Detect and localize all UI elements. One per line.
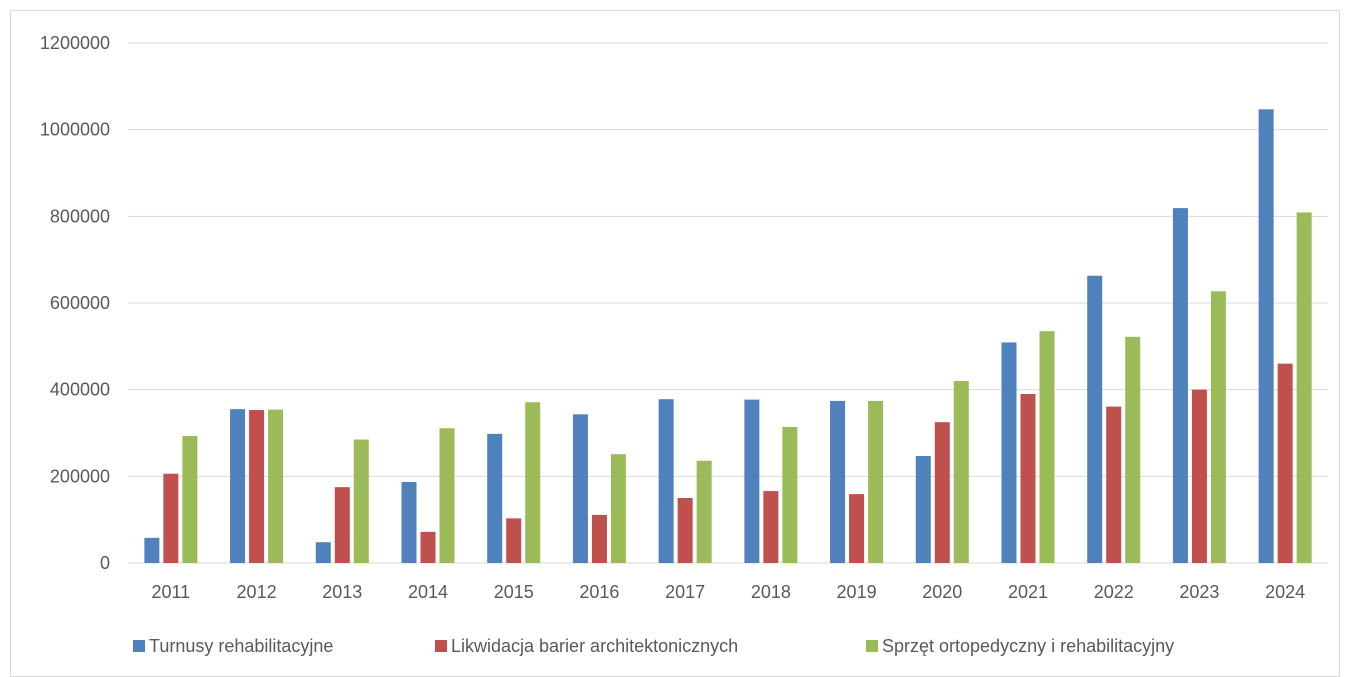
bar-2019-series-2	[849, 494, 865, 563]
bar-2021-series-1	[1001, 342, 1017, 563]
bar-2015-series-1	[487, 433, 503, 563]
legend-swatch-1	[133, 640, 145, 652]
x-tick-label: 2021	[1008, 582, 1048, 602]
legend-label-2: Likwidacja barier architektonicznych	[451, 636, 738, 656]
x-tick-label: 2014	[408, 582, 448, 602]
bar-2014-series-3	[439, 428, 455, 563]
bar-2017-series-3	[696, 460, 712, 563]
bar-2021-series-2	[1020, 394, 1036, 563]
bar-2020-series-1	[915, 455, 931, 563]
bar-2016-series-1	[572, 414, 588, 563]
bar-2020-series-2	[934, 422, 950, 563]
x-tick-label: 2012	[237, 582, 277, 602]
bar-2018-series-1	[744, 399, 760, 563]
y-tick-label: 400000	[50, 380, 110, 400]
y-tick-label: 1200000	[40, 33, 110, 53]
x-tick-label: 2016	[579, 582, 619, 602]
bar-2013-series-2	[334, 487, 350, 563]
bar-2024-series-1	[1258, 109, 1274, 564]
y-tick-label: 800000	[50, 206, 110, 226]
bar-2024-series-3	[1296, 212, 1312, 563]
y-tick-label: 600000	[50, 293, 110, 313]
bar-2012-series-3	[268, 409, 284, 563]
bar-2012-series-2	[249, 410, 265, 563]
bar-2023-series-1	[1172, 208, 1188, 563]
bar-2022-series-2	[1106, 406, 1122, 563]
bar-2015-series-2	[506, 518, 522, 563]
y-tick-label: 200000	[50, 466, 110, 486]
chart-frame	[10, 10, 1340, 677]
bar-2016-series-2	[591, 514, 607, 563]
bar-2011-series-3	[182, 436, 198, 563]
bar-2023-series-3	[1210, 291, 1226, 563]
bar-2012-series-1	[230, 409, 246, 563]
gridlines	[128, 42, 1328, 564]
legend-label-3: Sprzęt ortopedyczny i rehabilitacyjny	[882, 636, 1174, 656]
y-tick-label: 1000000	[40, 120, 110, 140]
bar-2021-series-3	[1039, 331, 1055, 563]
bar-2024-series-2	[1277, 363, 1293, 563]
bar-2011-series-1	[144, 537, 160, 563]
bar-2018-series-3	[782, 426, 798, 563]
bar-2016-series-3	[610, 454, 626, 563]
x-tick-label: 2023	[1179, 582, 1219, 602]
legend: Turnusy rehabilitacyjne Likwidacja barier…	[133, 636, 1174, 656]
bars	[144, 109, 1312, 564]
x-tick-label: 2015	[494, 582, 534, 602]
bar-2014-series-1	[401, 481, 417, 563]
legend-label-1: Turnusy rehabilitacyjne	[149, 636, 333, 656]
x-tick-label: 2022	[1094, 582, 1134, 602]
bar-2017-series-2	[677, 498, 693, 563]
bar-2018-series-2	[763, 491, 779, 563]
x-tick-label: 2017	[665, 582, 705, 602]
legend-swatch-3	[866, 640, 878, 652]
legend-swatch-2	[435, 640, 447, 652]
x-tick-label: 2013	[322, 582, 362, 602]
bar-2023-series-2	[1191, 389, 1207, 563]
bar-2022-series-1	[1087, 275, 1103, 563]
x-axis-tick-labels: 2011 2012 2013 2014 2015 2016 2017 2018 2019 2020…	[151, 582, 1305, 602]
x-tick-label: 2020	[922, 582, 962, 602]
x-tick-label: 2019	[837, 582, 877, 602]
bar-2015-series-3	[525, 402, 541, 563]
x-tick-label: 2024	[1265, 582, 1305, 602]
x-tick-label: 2018	[751, 582, 791, 602]
bar-2019-series-3	[868, 400, 884, 563]
y-axis-tick-labels: 0 200000 400000 600000 800000 1000000 1200000	[40, 33, 110, 573]
bar-2017-series-1	[658, 399, 674, 563]
bar-2011-series-2	[163, 473, 179, 563]
bar-2019-series-1	[830, 400, 846, 563]
x-tick-label: 2011	[151, 582, 190, 602]
bar-2020-series-3	[953, 381, 969, 563]
y-tick-label: 0	[100, 553, 110, 573]
bar-2013-series-1	[315, 542, 331, 563]
bar-2013-series-3	[353, 439, 369, 563]
bar-2022-series-3	[1125, 336, 1141, 563]
bar-2014-series-2	[420, 531, 436, 563]
